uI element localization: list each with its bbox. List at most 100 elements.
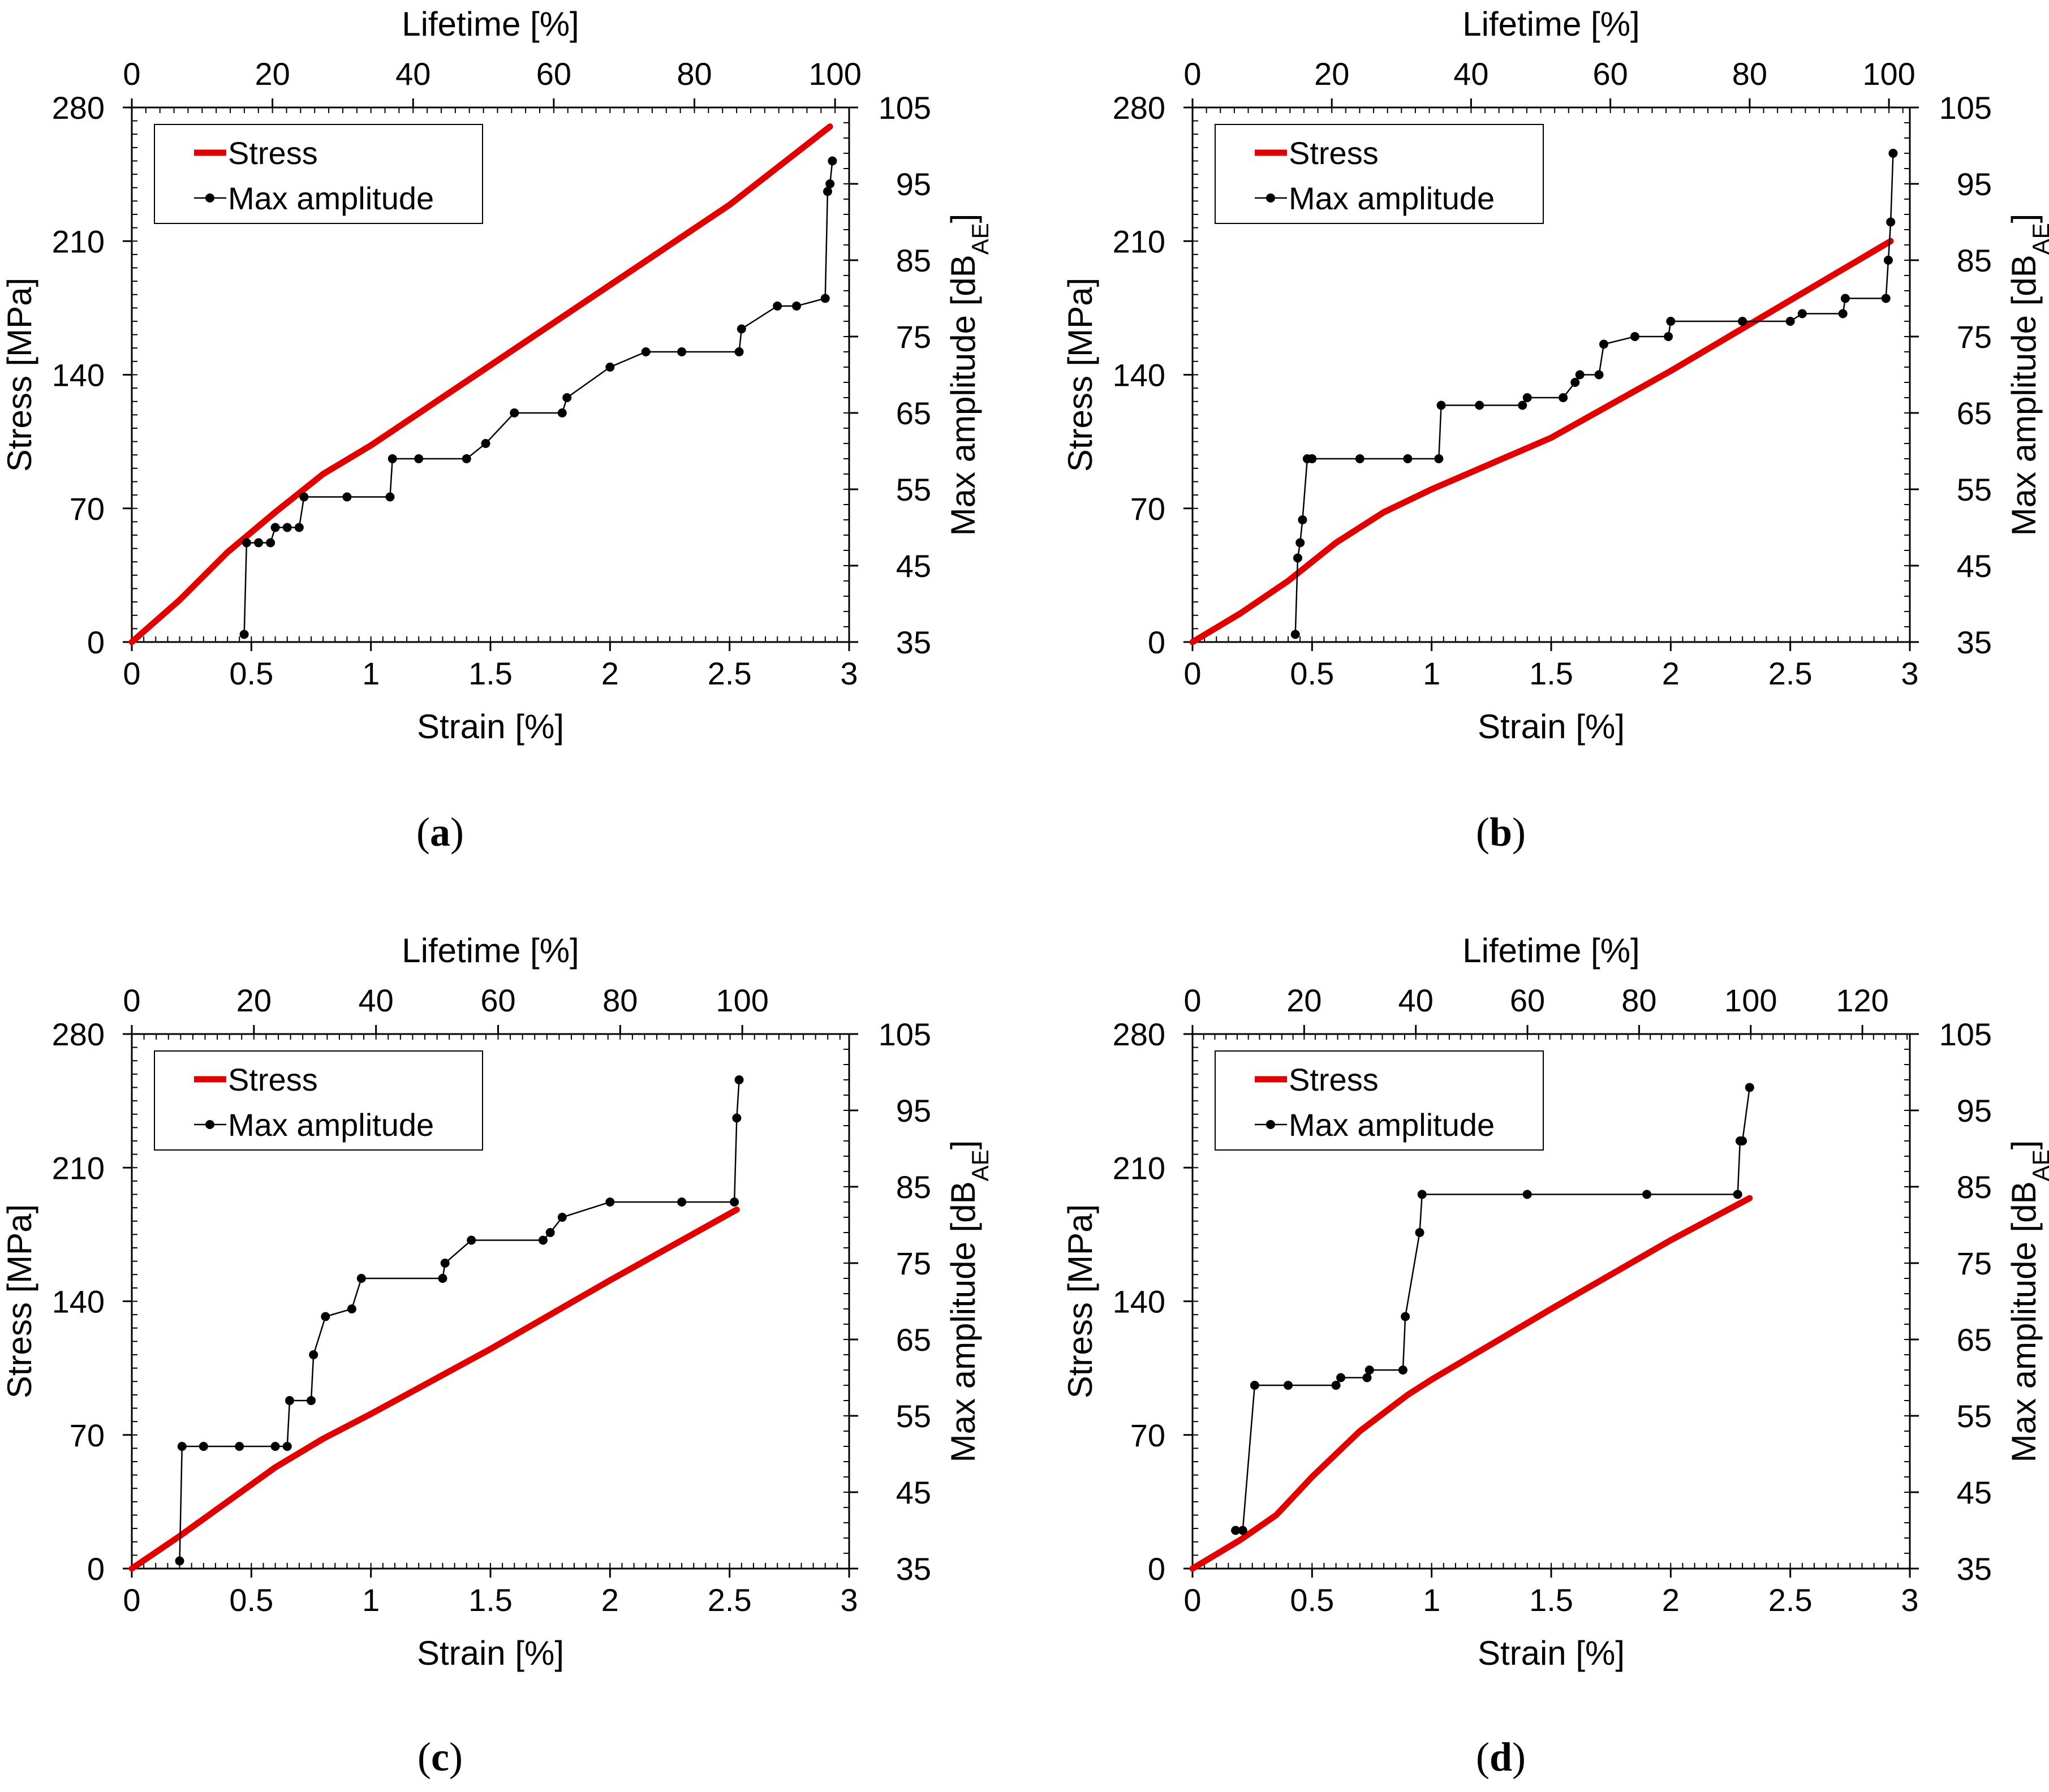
max-amplitude-point [282, 523, 292, 532]
y-axis-title: Stress [MPa] [1061, 278, 1099, 472]
top-x-tick-label: 20 [1314, 56, 1349, 92]
y2-tick-label: 75 [896, 1246, 931, 1281]
max-amplitude-point [825, 179, 835, 188]
legend-amplitude-swatch-marker [205, 1120, 214, 1129]
max-amplitude-point [1745, 1083, 1754, 1092]
y2-tick-label: 65 [896, 1322, 931, 1358]
max-amplitude-point [545, 1228, 555, 1237]
legend-amplitude-label: Max amplitude [228, 1107, 434, 1143]
y-tick-label: 140 [1113, 357, 1165, 393]
max-amplitude-point [1594, 370, 1604, 380]
max-amplitude-point [1362, 1373, 1372, 1382]
x-tick-label: 0 [123, 656, 140, 691]
max-amplitude-point [1331, 1381, 1341, 1390]
max-amplitude-point [1403, 454, 1413, 463]
x-tick-label: 1 [1423, 1582, 1440, 1618]
minor-ticks [1192, 107, 1910, 643]
y2-axis-title-main: Max amplitude [dB [2005, 1181, 2043, 1462]
top-x-tick-label: 80 [1732, 56, 1767, 92]
max-amplitude-point [1295, 538, 1305, 548]
max-amplitude-point [177, 1442, 187, 1451]
top-x-tick-label: 100 [716, 983, 768, 1018]
x-tick-label: 0.5 [229, 656, 273, 691]
panel-label: (d) [1476, 1734, 1526, 1780]
y-tick-label: 70 [70, 491, 105, 527]
max-amplitude-point [266, 538, 276, 548]
panel-label-close-paren: ) [449, 1734, 463, 1780]
max-amplitude-point [1518, 400, 1527, 410]
top-x-tick-label: 120 [1836, 983, 1888, 1018]
panel-label-open-paren: ( [417, 1734, 431, 1780]
y-tick-label: 70 [1130, 491, 1165, 527]
x-tick-label: 2.5 [1768, 656, 1813, 691]
y2-axis-title-main: Max amplitude [dB [944, 1181, 982, 1462]
y-tick-label: 280 [1113, 1016, 1165, 1052]
max-amplitude-point [1733, 1190, 1742, 1199]
max-amplitude-point [1417, 1190, 1427, 1199]
max-amplitude-point [1666, 317, 1676, 326]
top-x-tick-label: 0 [1183, 983, 1201, 1018]
max-amplitude-point [321, 1312, 330, 1321]
y2-tick-label: 85 [1957, 1169, 1992, 1205]
x-tick-label: 1.5 [1529, 656, 1573, 691]
x-tick-label: 2 [1662, 656, 1680, 691]
max-amplitude-point [557, 1213, 567, 1222]
minor-ticks [131, 1033, 850, 1569]
y2-tick-label: 55 [896, 1398, 931, 1434]
max-amplitude-point [356, 1274, 366, 1283]
legend-stress-label: Stress [1289, 1062, 1379, 1097]
top-x-tick-label: 60 [1592, 56, 1628, 92]
max-amplitude-point [677, 347, 687, 356]
max-amplitude-point [734, 347, 744, 356]
legend-amplitude-label: Max amplitude [228, 180, 434, 216]
max-amplitude-point [1840, 294, 1850, 303]
top-x-tick-label: 20 [1286, 983, 1321, 1018]
y2-tick-label: 105 [1939, 1016, 1992, 1052]
y-tick-label: 140 [52, 1284, 105, 1320]
y-tick-label: 0 [87, 1551, 105, 1587]
max-amplitude-point [1785, 317, 1795, 326]
max-amplitude-point [1881, 294, 1891, 303]
legend-amplitude-label: Max amplitude [1289, 1107, 1495, 1143]
chart-panel-b: 0 0.5 1 1.5 2 2.5 3 0 20 40 60 80 100 0 70 140 210 280 35 4… [1061, 5, 2049, 855]
max-amplitude-point [1436, 400, 1446, 410]
y-tick-label: 70 [1130, 1418, 1165, 1453]
max-amplitude-point [538, 1235, 548, 1245]
top-x-tick-label: 40 [1398, 983, 1434, 1018]
max-amplitude-point [1415, 1228, 1424, 1237]
legend-stress-label: Stress [228, 135, 318, 171]
y-tick-label: 140 [1113, 1284, 1165, 1320]
max-amplitude-point [199, 1442, 208, 1451]
top-x-tick-label: 60 [536, 56, 571, 92]
max-amplitude-point [1522, 393, 1532, 402]
y-tick-label: 140 [52, 357, 105, 393]
legend-amplitude-label: Max amplitude [1289, 180, 1495, 216]
x-tick-label: 2.5 [708, 1582, 752, 1618]
y2-axis-title: Max amplitude [dBAE] [944, 1140, 993, 1463]
y-tick-label: 210 [1113, 1150, 1165, 1186]
max-amplitude-point [1797, 309, 1807, 318]
legend-amplitude-swatch-marker [1266, 1120, 1275, 1129]
max-amplitude-point [1575, 370, 1585, 380]
max-amplitude-point [1293, 553, 1302, 563]
max-amplitude-point [388, 454, 397, 463]
max-amplitude-point [1838, 309, 1848, 318]
x-tick-label: 3 [840, 656, 858, 691]
chart-panel-a: 0 0.5 1 1.5 2 2.5 3 0 20 40 60 80 100 0 70 140 210 280 35 4… [1, 5, 993, 855]
y2-axis-title-subscript: AE [2028, 1149, 2049, 1181]
top-x-axis-title: Lifetime [%] [1462, 932, 1639, 970]
panel-label: (c) [417, 1734, 463, 1780]
panel-label-open-paren: ( [1476, 1734, 1490, 1780]
max-amplitude-point [270, 1442, 280, 1451]
x-tick-label: 0.5 [1290, 1582, 1334, 1618]
top-x-tick-label: 40 [359, 983, 394, 1018]
max-amplitude-series-line [243, 161, 833, 635]
top-x-tick-label: 20 [255, 56, 290, 92]
y-tick-label: 210 [1113, 223, 1165, 259]
max-amplitude-point [299, 492, 309, 502]
max-amplitude-point [235, 1442, 244, 1451]
top-x-tick-label: 0 [123, 56, 140, 92]
x-tick-label: 3 [1901, 656, 1918, 691]
y-tick-label: 0 [1148, 1551, 1165, 1587]
